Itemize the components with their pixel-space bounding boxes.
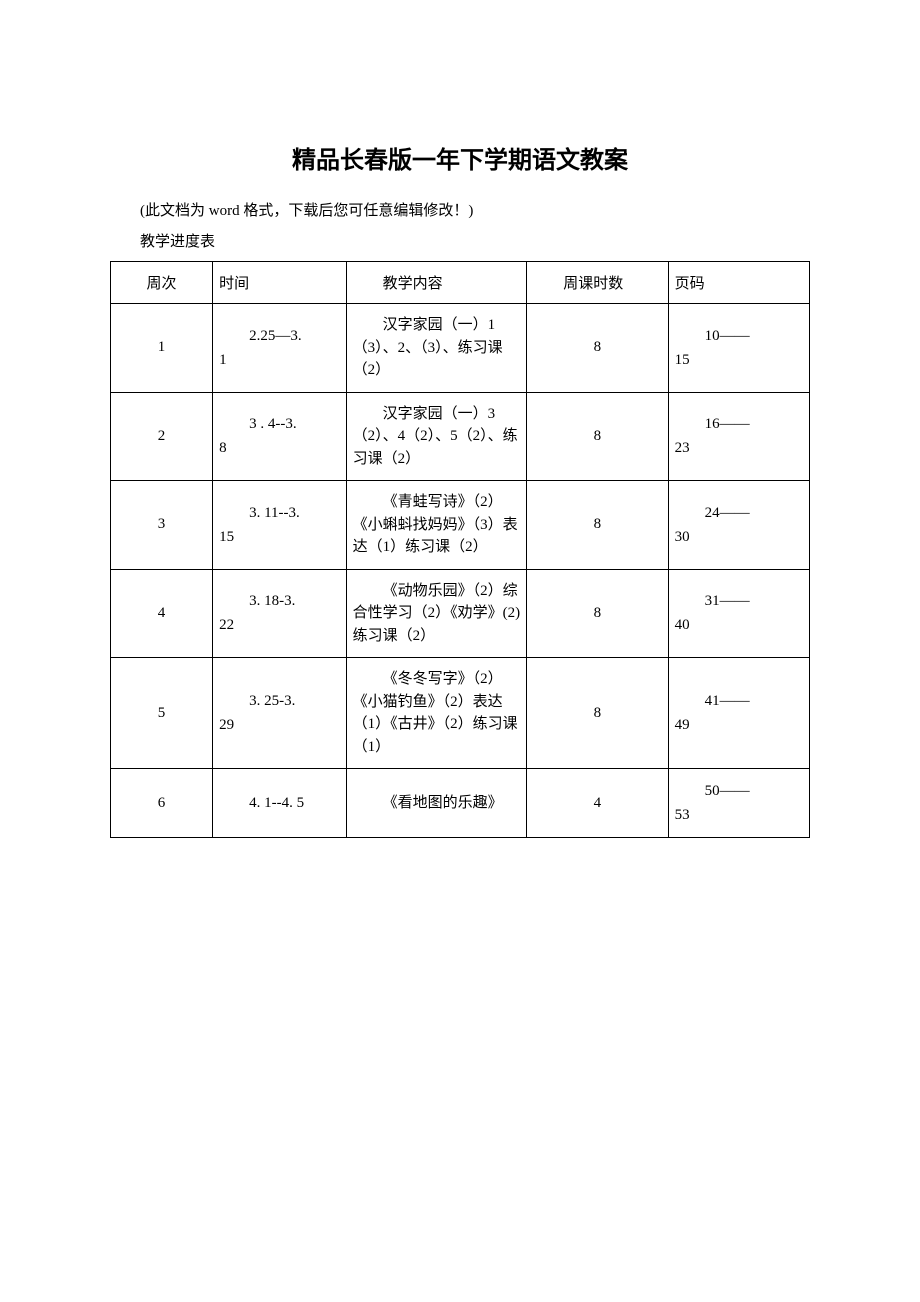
cell-pages: 10—— 15: [668, 304, 809, 393]
cell-week: 1: [111, 304, 213, 393]
cell-hours: 4: [527, 769, 668, 838]
cell-time: 3. 11--3. 15: [213, 481, 347, 570]
table-header-row: 周次 时间 教学内容 周课时数 页码: [111, 262, 810, 304]
cell-content: 汉字家园（一）3（2）、4（2）、5（2）、练习课（2）: [346, 392, 527, 481]
cell-content: 《动物乐园》（2）综合性学习（2）《劝学》(2)练习课（2）: [346, 569, 527, 658]
cell-time: 3 . 4--3. 8: [213, 392, 347, 481]
cell-content: 《青蛙写诗》（2）《小蝌蚪找妈妈》（3）表达（1）练习课（2）: [346, 481, 527, 570]
cell-week: 2: [111, 392, 213, 481]
cell-hours: 8: [527, 392, 668, 481]
cell-week: 6: [111, 769, 213, 838]
cell-week: 4: [111, 569, 213, 658]
cell-hours: 8: [527, 304, 668, 393]
header-hours: 周课时数: [527, 262, 668, 304]
subtitle-text: 教学进度表: [110, 230, 810, 251]
cell-content: 汉字家园（一）1（3）、2、（3）、练习课（2）: [346, 304, 527, 393]
cell-time: 4. 1--4. 5: [213, 769, 347, 838]
cell-content: 《冬冬写字》（2）《小猫钓鱼》（2）表达（1）《古井》（2）练习课（1）: [346, 658, 527, 769]
schedule-table: 周次 时间 教学内容 周课时数 页码 1 2.25—3. 1 汉字家园（一）1（…: [110, 261, 810, 838]
table-row: 2 3 . 4--3. 8 汉字家园（一）3（2）、4（2）、5（2）、练习课（…: [111, 392, 810, 481]
cell-time: 2.25—3. 1: [213, 304, 347, 393]
cell-hours: 8: [527, 481, 668, 570]
header-time: 时间: [213, 262, 347, 304]
document-title: 精品长春版一年下学期语文教案: [110, 140, 810, 175]
table-row: 6 4. 1--4. 5 《看地图的乐趣》 4 50—— 53: [111, 769, 810, 838]
cell-time: 3. 25-3. 29: [213, 658, 347, 769]
header-week: 周次: [111, 262, 213, 304]
cell-pages: 16—— 23: [668, 392, 809, 481]
table-row: 1 2.25—3. 1 汉字家园（一）1（3）、2、（3）、练习课（2） 8 1…: [111, 304, 810, 393]
cell-pages: 24—— 30: [668, 481, 809, 570]
cell-content: 《看地图的乐趣》: [346, 769, 527, 838]
intro-text: (此文档为 word 格式，下载后您可任意编辑修改！): [110, 199, 810, 220]
cell-week: 3: [111, 481, 213, 570]
header-pages: 页码: [668, 262, 809, 304]
cell-pages: 50—— 53: [668, 769, 809, 838]
cell-week: 5: [111, 658, 213, 769]
cell-pages: 41—— 49: [668, 658, 809, 769]
cell-hours: 8: [527, 569, 668, 658]
cell-hours: 8: [527, 658, 668, 769]
table-row: 3 3. 11--3. 15 《青蛙写诗》（2）《小蝌蚪找妈妈》（3）表达（1）…: [111, 481, 810, 570]
header-content: 教学内容: [346, 262, 527, 304]
cell-time: 3. 18-3. 22: [213, 569, 347, 658]
table-row: 4 3. 18-3. 22 《动物乐园》（2）综合性学习（2）《劝学》(2)练习…: [111, 569, 810, 658]
cell-pages: 31—— 40: [668, 569, 809, 658]
table-body: 1 2.25—3. 1 汉字家园（一）1（3）、2、（3）、练习课（2） 8 1…: [111, 304, 810, 838]
table-row: 5 3. 25-3. 29 《冬冬写字》（2）《小猫钓鱼》（2）表达（1）《古井…: [111, 658, 810, 769]
